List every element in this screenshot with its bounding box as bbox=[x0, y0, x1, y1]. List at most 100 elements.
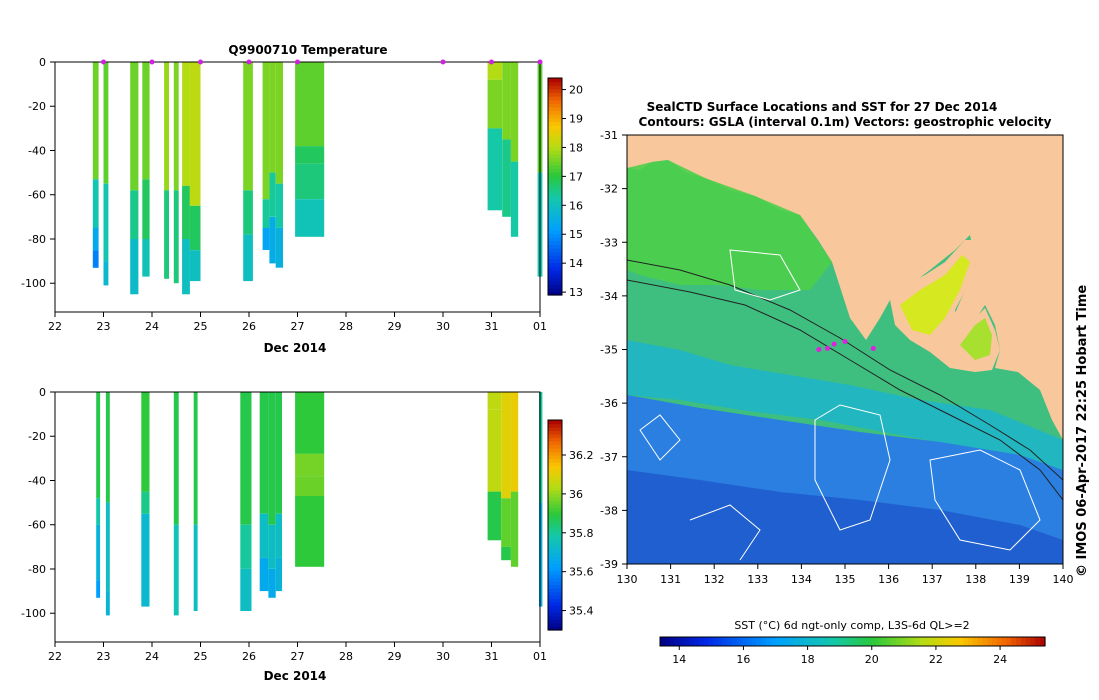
map-x-tick-label-9: 139 bbox=[1009, 573, 1030, 586]
sst-colorbar-cell-26 bbox=[785, 637, 791, 646]
profile-10-segment-2 bbox=[269, 216, 276, 264]
x-tick-label-7: 29 bbox=[388, 650, 402, 663]
profile-8-segment-1 bbox=[243, 190, 253, 235]
colorbar-cell-52 bbox=[548, 103, 562, 108]
colorbar-cell-43 bbox=[548, 135, 562, 141]
y-tick-label-4: -80 bbox=[28, 233, 46, 246]
x-tick-label-4: 26 bbox=[242, 320, 256, 333]
colorbar-cell-7 bbox=[548, 602, 562, 607]
colorbar-cell-41 bbox=[548, 483, 562, 488]
colorbar-tick-label-4: 17 bbox=[569, 170, 583, 183]
colorbar-cell-27 bbox=[548, 532, 562, 537]
sst-colorbar-cell-77 bbox=[1030, 637, 1036, 646]
colorbar-cell-10 bbox=[548, 255, 562, 260]
map-colorbar-label: SST (°C) 6d ngt-only comp, L3S-6d QL>=2 bbox=[734, 619, 969, 632]
sst-colorbar-cell-6 bbox=[688, 637, 695, 646]
colorbar-cell-8 bbox=[548, 598, 562, 603]
colorbar-cell-55 bbox=[548, 92, 562, 97]
colorbar-cell-22 bbox=[548, 549, 562, 554]
temperature-xlabel: Dec 2014 bbox=[264, 341, 327, 355]
map-y-tick-label-4: -35 bbox=[600, 344, 618, 357]
colorbar-cell-57 bbox=[548, 427, 562, 432]
profile-11-segment-1 bbox=[275, 183, 283, 228]
colorbar-cell-35 bbox=[548, 164, 562, 170]
sst-colorbar-cell-47 bbox=[886, 637, 892, 646]
profile-1-segment-1 bbox=[105, 502, 110, 592]
map-y-tick-label-0: -31 bbox=[600, 129, 618, 142]
sst-colorbar-cell-40 bbox=[852, 637, 858, 646]
map-x-tick-label-8: 138 bbox=[965, 573, 986, 586]
sst-colorbar-cell-7 bbox=[693, 637, 700, 646]
profile-3-segment-2 bbox=[142, 239, 150, 277]
colorbar-cell-32 bbox=[548, 514, 562, 519]
x-tick-label-3: 25 bbox=[194, 320, 208, 333]
colorbar-cell-56 bbox=[548, 88, 562, 94]
colorbar-cell-20 bbox=[548, 219, 562, 224]
profile-13-segment-0 bbox=[539, 392, 543, 503]
gsla-contour-2 bbox=[814, 404, 891, 531]
x-tick-label-1: 23 bbox=[97, 650, 111, 663]
colorbar-cell-48 bbox=[548, 458, 562, 463]
colorbar-tick-label-4: 36.2 bbox=[569, 449, 594, 462]
colorbar-cell-23 bbox=[548, 546, 562, 551]
colorbar-cell-45 bbox=[548, 469, 562, 474]
sst-colorbar-cell-53 bbox=[915, 637, 921, 646]
colorbar-cell-34 bbox=[548, 168, 562, 173]
sst-colorbar-cell-25 bbox=[780, 637, 786, 646]
y-tick-label-1: -20 bbox=[28, 100, 46, 113]
map-x-tick-label-2: 132 bbox=[704, 573, 725, 586]
x-tick-label-4: 26 bbox=[242, 650, 256, 663]
colorbar-cell-37 bbox=[548, 497, 562, 502]
map-y-tick-label-1: -32 bbox=[600, 183, 618, 196]
sst-colorbar-cell-9 bbox=[703, 637, 709, 646]
profile-7-segment-2 bbox=[189, 250, 201, 282]
x-tick-label-0: 22 bbox=[48, 650, 62, 663]
sst-colorbar-cell-66 bbox=[977, 637, 984, 646]
colorbar-cell-15 bbox=[548, 574, 562, 579]
y-tick-label-0: 0 bbox=[39, 56, 46, 69]
colorbar-cell-53 bbox=[548, 441, 562, 446]
sst-colorbar-cell-17 bbox=[741, 637, 748, 646]
surface-marker-6 bbox=[489, 59, 494, 65]
profile-0-segment-2 bbox=[96, 524, 101, 580]
colorbar-cell-54 bbox=[548, 437, 562, 442]
colorbar-cell-13 bbox=[548, 244, 562, 249]
sst-colorbar-cell-65 bbox=[972, 637, 979, 646]
sst-colorbar-cell-16 bbox=[737, 637, 743, 646]
sst-colorbar-cell-18 bbox=[746, 637, 753, 646]
colorbar-cell-6 bbox=[548, 269, 562, 274]
sst-colorbar-cell-49 bbox=[895, 637, 902, 646]
profile-15-segment-1 bbox=[510, 161, 519, 237]
colorbar-cell-46 bbox=[548, 125, 562, 130]
profile-10-segment-1 bbox=[487, 409, 502, 492]
sst-colorbar-cell-34 bbox=[823, 637, 830, 646]
sst-colorbar-cell-56 bbox=[929, 637, 935, 646]
sst-colorbar-cell-75 bbox=[1020, 637, 1027, 646]
x-tick-label-1: 23 bbox=[97, 320, 111, 333]
colorbar-cell-3 bbox=[548, 280, 562, 285]
colorbar-cell-16 bbox=[548, 570, 562, 575]
map-x-tick-label-5: 135 bbox=[835, 573, 856, 586]
gulf-water-east bbox=[960, 318, 992, 360]
colorbar-cell-27 bbox=[548, 193, 562, 198]
profile-10-segment-1 bbox=[269, 172, 276, 217]
colorbar-cell-3 bbox=[548, 616, 562, 621]
x-tick-label-8: 30 bbox=[436, 320, 450, 333]
colorbar-cell-25 bbox=[548, 200, 562, 206]
colorbar-cell-30 bbox=[548, 521, 562, 526]
colorbar-cell-0 bbox=[548, 626, 562, 631]
colorbar-tick-label-2: 15 bbox=[569, 228, 583, 241]
colorbar-cell-38 bbox=[548, 493, 562, 498]
profile-12-segment-1 bbox=[295, 146, 325, 164]
map-y-tick-label-8: -39 bbox=[600, 558, 618, 571]
profile-2-segment-0 bbox=[130, 62, 139, 191]
profile-12-segment-1 bbox=[510, 491, 519, 567]
colorbar-cell-15 bbox=[548, 237, 562, 242]
profile-0-segment-0 bbox=[96, 392, 101, 499]
profile-4-segment-1 bbox=[164, 190, 169, 279]
sst-colorbar-cell-24 bbox=[775, 637, 781, 646]
colorbar-cell-46 bbox=[548, 465, 562, 470]
colorbar-tick-label-5: 18 bbox=[569, 141, 583, 154]
